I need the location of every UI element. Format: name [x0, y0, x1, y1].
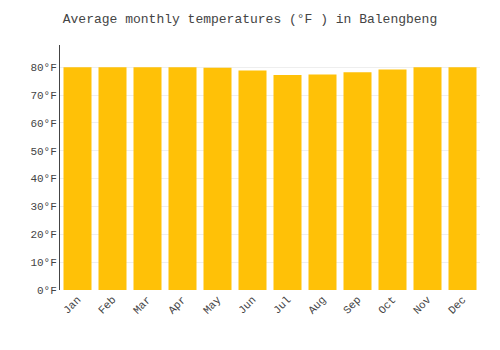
- svg-text:70°F: 70°F: [30, 90, 56, 102]
- svg-text:Jan: Jan: [61, 294, 83, 316]
- svg-text:Feb: Feb: [96, 294, 118, 316]
- svg-text:80°F: 80°F: [30, 62, 56, 74]
- svg-text:30°F: 30°F: [30, 201, 56, 213]
- svg-text:20°F: 20°F: [30, 229, 56, 241]
- svg-text:Dec: Dec: [446, 294, 468, 316]
- svg-text:0°F: 0°F: [37, 285, 57, 297]
- svg-text:Jul: Jul: [271, 294, 293, 316]
- svg-text:Oct: Oct: [376, 294, 398, 316]
- svg-text:Sep: Sep: [341, 294, 363, 316]
- svg-text:Apr: Apr: [166, 294, 188, 316]
- svg-text:Aug: Aug: [306, 294, 328, 316]
- svg-text:Average monthly temperatures (: Average monthly temperatures (°F ) in Ba…: [63, 12, 437, 27]
- svg-text:Nov: Nov: [411, 294, 434, 317]
- svg-text:Mar: Mar: [131, 294, 153, 316]
- svg-text:Jun: Jun: [236, 294, 258, 316]
- svg-text:60°F: 60°F: [30, 118, 56, 130]
- svg-text:May: May: [201, 294, 224, 317]
- svg-text:40°F: 40°F: [30, 173, 56, 185]
- svg-text:10°F: 10°F: [30, 257, 56, 269]
- svg-text:50°F: 50°F: [30, 146, 56, 158]
